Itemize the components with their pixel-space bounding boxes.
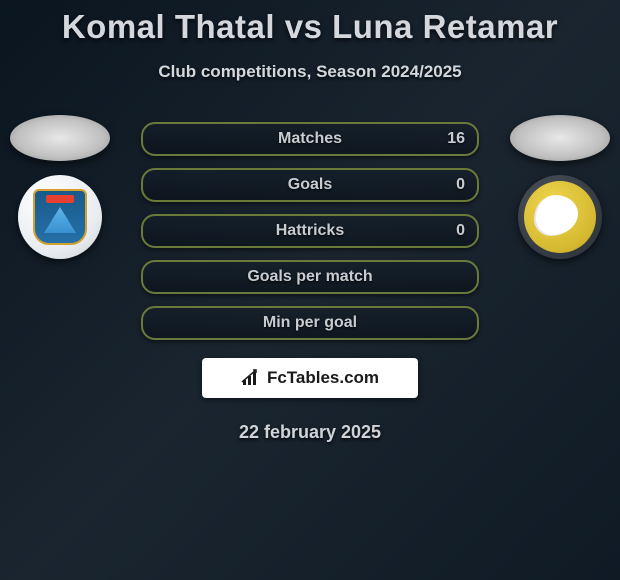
watermark-text: FcTables.com <box>267 368 379 388</box>
page-title: Komal Thatal vs Luna Retamar <box>0 8 620 46</box>
stat-value: 0 <box>456 222 465 240</box>
stat-row-matches: Matches 16 <box>141 122 479 156</box>
date-label: 22 february 2025 <box>0 422 620 443</box>
subtitle: Club competitions, Season 2024/2025 <box>0 62 620 82</box>
stat-value: 0 <box>456 176 465 194</box>
stat-row-hattricks: Hattricks 0 <box>141 214 479 248</box>
stat-label: Min per goal <box>263 314 357 332</box>
bar-chart-icon <box>241 369 261 387</box>
stats-list: Matches 16 Goals 0 Hattricks 0 Goals per… <box>0 122 620 340</box>
comparison-card: Komal Thatal vs Luna Retamar Club compet… <box>0 0 620 580</box>
stat-label: Goals <box>288 176 332 194</box>
stat-row-goals-per-match: Goals per match <box>141 260 479 294</box>
stat-label: Goals per match <box>247 268 372 286</box>
stat-value: 16 <box>447 130 465 148</box>
stat-row-goals: Goals 0 <box>141 168 479 202</box>
source-watermark[interactable]: FcTables.com <box>202 358 418 398</box>
stat-row-min-per-goal: Min per goal <box>141 306 479 340</box>
stat-label: Matches <box>278 130 342 148</box>
stat-label: Hattricks <box>276 222 344 240</box>
